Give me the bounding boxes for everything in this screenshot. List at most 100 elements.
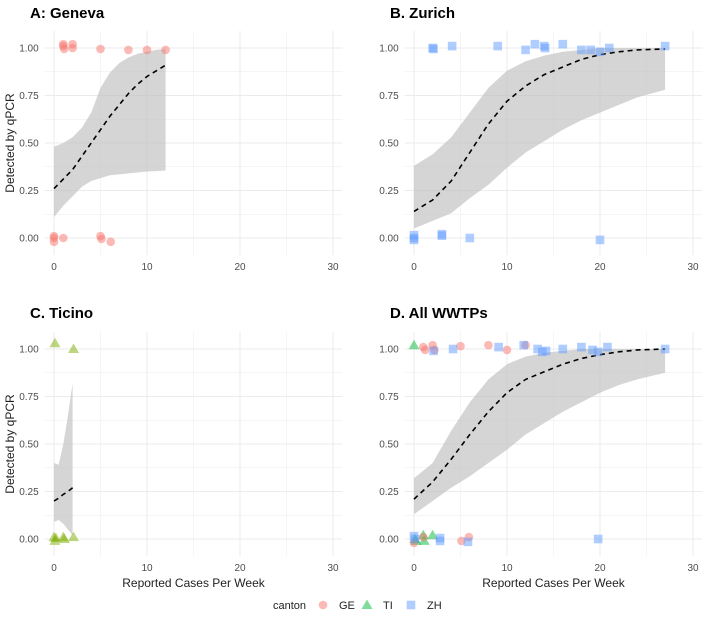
y-tick-label: 0.50: [19, 440, 39, 451]
point-zh: [593, 534, 603, 544]
legend: canton GE TI ZH: [273, 599, 442, 612]
x-tick-label: 20: [594, 262, 606, 273]
point-zh: [660, 41, 670, 51]
point-ge: [68, 43, 77, 53]
x-tick-label: 30: [327, 563, 339, 574]
point-ge: [502, 345, 512, 355]
fit-line: [413, 348, 666, 500]
point-ge: [124, 45, 133, 55]
legend-key-ge: [318, 600, 328, 610]
x-tick-label: 10: [141, 563, 153, 574]
point-zh: [409, 235, 419, 245]
point-zh: [447, 41, 457, 51]
x-tick-label: 30: [327, 262, 339, 273]
point-zh: [558, 344, 568, 354]
point-ge: [456, 341, 465, 351]
confidence-ribbon: [54, 383, 73, 536]
point-zh: [533, 344, 542, 354]
y-tick-label: 0.75: [19, 392, 39, 403]
y-tick-label: 0.75: [19, 91, 39, 102]
panel-title: A: Geneva: [30, 5, 105, 22]
point-zh: [540, 43, 550, 53]
y-tick-label: 0.50: [19, 139, 39, 150]
point-ti: [427, 529, 439, 540]
point-zh: [494, 342, 503, 352]
panel-A: A: Geneva 0 10 20 30 0.00 0.25 0.50 0.75 1.00 Dete…: [3, 5, 343, 273]
panel-title: C. Ticino: [30, 305, 93, 322]
point-ge: [106, 237, 116, 247]
legend-key-ti: [361, 599, 373, 609]
fit-line: [53, 487, 74, 502]
fit-line: [413, 48, 666, 213]
point-zh: [595, 235, 605, 245]
y-tick-label: 0.25: [19, 487, 39, 498]
confidence-ribbon: [54, 48, 166, 218]
point-zh: [593, 347, 603, 357]
y-tick-label: 0.00: [19, 535, 39, 546]
x-tick-label: 10: [501, 563, 513, 574]
point-ge: [97, 234, 106, 244]
point-zh: [465, 233, 475, 243]
panel-title: D. All WWTPs: [390, 305, 488, 322]
point-zh: [429, 44, 438, 54]
x-tick-label: 20: [234, 262, 246, 273]
point-ti: [49, 337, 61, 348]
y-axis-label: Detected by qPCR: [3, 394, 17, 494]
point-zh: [605, 43, 614, 53]
panel-B: B. Zurich 0 10 20 30 0.00 0.25 0.50 0.75 1.00: [379, 5, 703, 273]
x-tick-label: 0: [51, 563, 57, 574]
x-tick-label: 10: [141, 262, 153, 273]
x-tick-label: 0: [51, 262, 57, 273]
y-tick-label: 0.25: [19, 186, 39, 197]
x-tick-label: 30: [687, 262, 699, 273]
y-tick-label: 0.50: [379, 139, 399, 150]
legend-key-zh: [406, 600, 416, 610]
point-zh: [530, 39, 540, 49]
point-zh: [448, 344, 458, 354]
point-ge: [59, 233, 68, 243]
point-zh: [463, 537, 473, 547]
point-ge: [484, 340, 493, 350]
point-zh: [493, 41, 502, 51]
point-zh: [595, 47, 605, 57]
y-tick-label: 0.00: [379, 535, 399, 546]
x-tick-label: 20: [234, 563, 246, 574]
panel-title: B. Zurich: [390, 5, 455, 22]
panel-D: D. All WWTPs 0 10 20 30 0.00 0.25 0.50 0.75 1.00 R…: [379, 305, 703, 590]
point-ge: [49, 237, 59, 247]
x-tick-label: 0: [411, 563, 417, 574]
point-ti: [68, 531, 80, 542]
point-ge: [457, 536, 466, 546]
x-tick-label: 30: [687, 563, 699, 574]
point-zh: [437, 231, 447, 241]
point-zh: [538, 347, 547, 357]
point-ge: [59, 44, 69, 54]
point-zh: [577, 45, 586, 55]
y-tick-label: 0.75: [379, 91, 399, 102]
point-ge: [420, 345, 430, 355]
point-ti: [50, 532, 62, 543]
point-ge: [161, 45, 170, 55]
y-tick-label: 0.75: [379, 392, 399, 403]
point-zh: [521, 45, 530, 55]
point-zh: [577, 342, 586, 352]
y-axis-label: Detected by qPCR: [3, 93, 17, 193]
point-ge: [96, 44, 105, 54]
point-ti: [408, 339, 420, 350]
confidence-ribbon: [414, 349, 666, 515]
legend-label: GE: [339, 600, 355, 612]
fit-line: [53, 64, 167, 190]
point-zh: [435, 536, 445, 546]
confidence-ribbon: [414, 48, 666, 229]
point-ge: [142, 45, 152, 55]
point-zh: [558, 39, 568, 49]
x-axis-label: Reported Cases Per Week: [482, 576, 626, 590]
point-zh: [519, 340, 529, 350]
point-ge: [419, 532, 428, 542]
point-zh: [603, 342, 612, 352]
y-tick-label: 1.00: [379, 345, 399, 356]
y-tick-label: 0.00: [19, 234, 39, 245]
legend-label: ZH: [427, 600, 442, 612]
point-zh: [588, 345, 597, 355]
point-ti: [68, 343, 80, 353]
